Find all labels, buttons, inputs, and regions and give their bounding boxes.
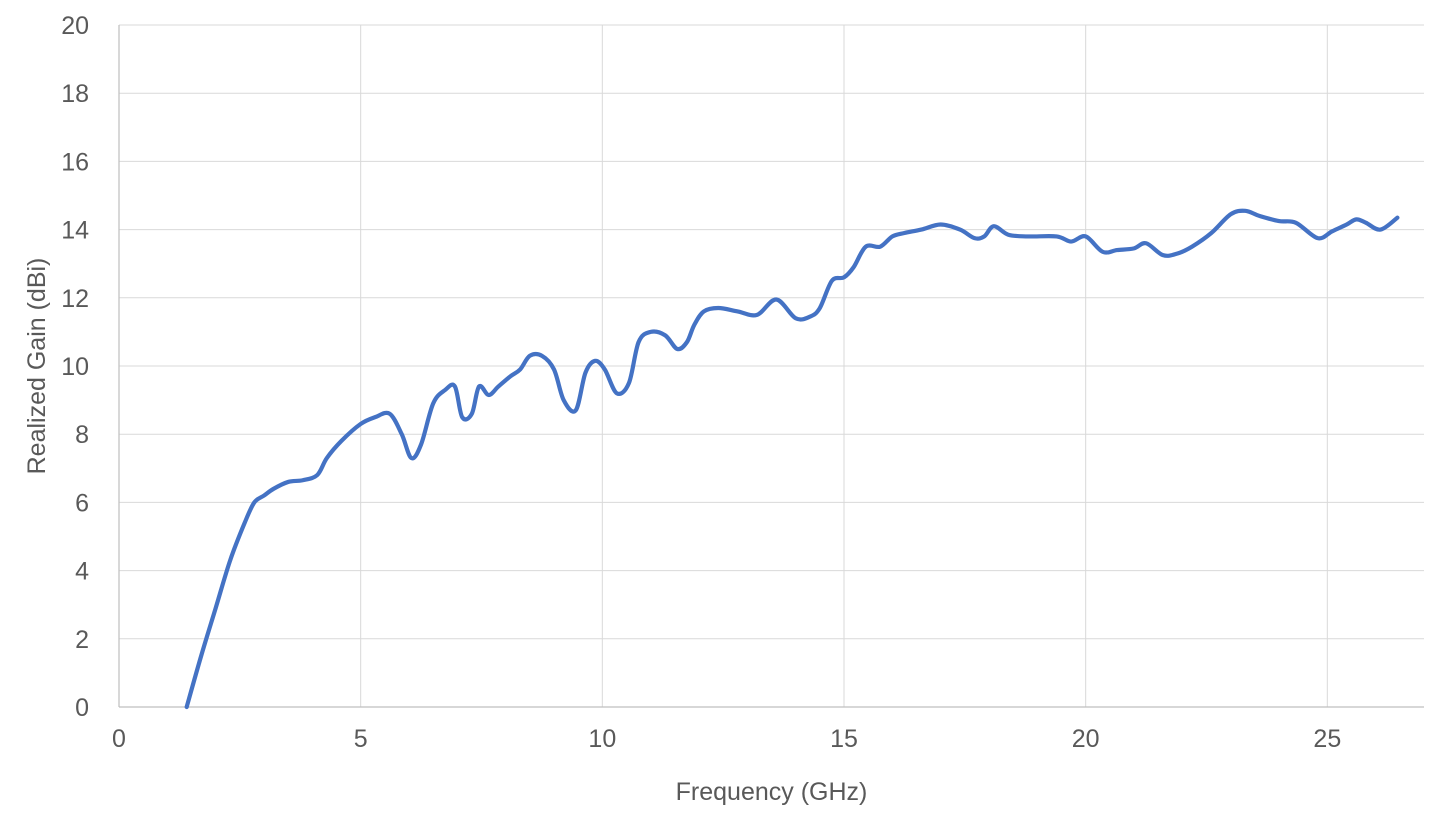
series-line-realized-gain <box>184 208 1400 710</box>
y-tick-label: 6 <box>75 489 89 517</box>
x-axis-title: Frequency (GHz) <box>676 778 868 806</box>
x-tick-label: 5 <box>354 725 368 753</box>
y-tick-label: 10 <box>61 353 89 381</box>
y-tick-label: 2 <box>75 626 89 654</box>
y-tick-label: 18 <box>61 80 89 108</box>
y-tick-label: 14 <box>61 217 89 245</box>
y-axis-title: Realized Gain (dBi) <box>23 258 51 475</box>
series-layer <box>184 208 1400 710</box>
x-tick-label: 10 <box>588 725 616 753</box>
x-tick-label: 0 <box>112 725 126 753</box>
axes <box>118 25 1424 708</box>
tick-labels: 0 2 4 6 8 10 12 14 16 18 20 0 5 10 15 20 25 <box>61 12 1341 753</box>
x-tick-label: 20 <box>1072 725 1100 753</box>
gridlines <box>119 24 1424 707</box>
y-tick-label: 4 <box>75 558 89 586</box>
y-tick-label: 0 <box>75 694 89 722</box>
y-tick-label: 16 <box>61 148 89 176</box>
x-tick-label: 15 <box>830 725 858 753</box>
x-tick-label: 25 <box>1313 725 1341 753</box>
y-tick-label: 8 <box>75 421 89 449</box>
y-tick-label: 20 <box>61 12 89 40</box>
y-tick-label: 12 <box>61 285 89 313</box>
